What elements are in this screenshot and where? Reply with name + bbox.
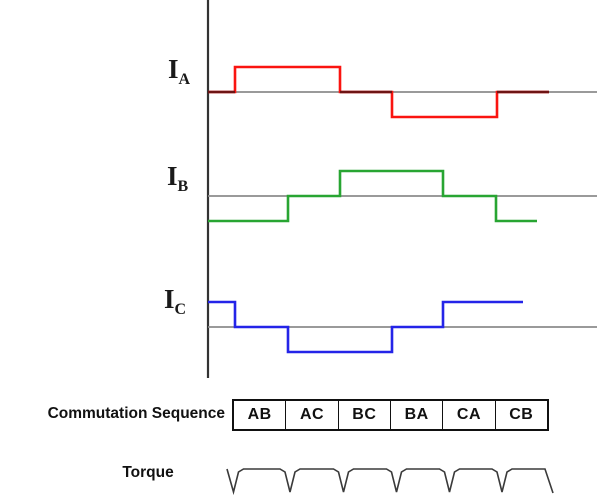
phase-label-main: I bbox=[168, 54, 179, 84]
phase-label-main: I bbox=[164, 284, 175, 314]
commutation-cell-ab: AB bbox=[234, 401, 287, 429]
waveform-phase-b bbox=[208, 169, 537, 223]
commutation-cell-ba: BA bbox=[391, 401, 444, 429]
phase-label-subscript: B bbox=[177, 178, 189, 195]
phase-label-subscript: C bbox=[174, 301, 187, 318]
waveform-phase-c bbox=[208, 300, 523, 354]
commutation-cell-cb: CB bbox=[509, 406, 534, 423]
torque-label: Torque bbox=[122, 464, 174, 481]
phase-label-ic: IC bbox=[164, 286, 186, 318]
commutation-table: AB AC BC BA CA CB bbox=[232, 399, 549, 431]
commutation-cell-ca: CA bbox=[443, 401, 496, 429]
torque-waveform bbox=[226, 468, 554, 496]
phase-label-ia: IA bbox=[168, 56, 190, 88]
commutation-cell-ac: AC bbox=[286, 401, 339, 429]
commutation-cell-bc: BC bbox=[339, 401, 391, 429]
phase-label-ib: IB bbox=[167, 163, 188, 195]
phase-label-subscript: A bbox=[178, 71, 191, 88]
phase-label-main: I bbox=[167, 161, 178, 191]
commutation-sequence-label: Commutation Sequence bbox=[47, 405, 225, 422]
